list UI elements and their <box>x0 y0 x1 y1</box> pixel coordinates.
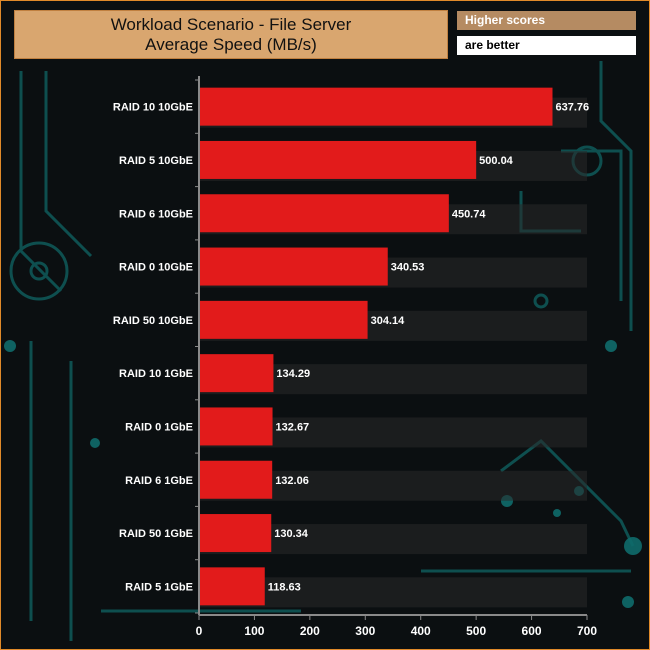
category-label: RAID 6 1GbE <box>125 475 193 487</box>
value-label: 450.74 <box>452 208 487 220</box>
chart-subtitle: Average Speed (MB/s) <box>145 34 317 54</box>
value-label: 304.14 <box>371 315 406 327</box>
category-label: RAID 10 1GbE <box>119 368 193 380</box>
bar <box>199 567 265 606</box>
axes: 0 100 200 300 400 500 600 700 <box>195 76 597 638</box>
value-label: 637.76 <box>556 102 590 114</box>
chart-title: Workload Scenario - File Server <box>110 14 352 34</box>
value-label: 132.06 <box>275 475 309 487</box>
x-tick-label: 0 <box>196 624 203 638</box>
higher-scores-badge: Higher scores <box>457 11 636 30</box>
category-label: RAID 5 1GbE <box>125 581 193 593</box>
bar <box>199 194 449 233</box>
x-tick-label: 600 <box>522 624 542 638</box>
bar <box>199 354 274 393</box>
value-label: 118.63 <box>268 581 301 593</box>
x-tick-label: 300 <box>355 624 375 638</box>
bar <box>199 140 477 179</box>
value-label: 132.67 <box>276 421 310 433</box>
category-label: RAID 10 10GbE <box>113 102 193 114</box>
bar <box>199 514 272 553</box>
bar <box>199 300 368 339</box>
x-tick-label: 700 <box>577 624 597 638</box>
bar <box>199 460 273 499</box>
category-label: RAID 5 10GbE <box>119 155 193 167</box>
x-tick-label: 100 <box>244 624 264 638</box>
category-label: RAID 6 10GbE <box>119 208 193 220</box>
x-tick-label: 500 <box>466 624 486 638</box>
category-label: RAID 50 10GbE <box>113 315 193 327</box>
bar <box>199 87 553 126</box>
chart-title-box: Workload Scenario - File Server Average … <box>14 10 448 59</box>
category-labels: RAID 10 10GbE RAID 5 10GbE RAID 6 10GbE RAI… <box>113 102 193 594</box>
bars <box>199 87 553 606</box>
are-better-badge: are better <box>457 36 636 55</box>
x-tick-label: 200 <box>300 624 320 638</box>
category-label: RAID 0 1GbE <box>125 421 193 433</box>
category-label: RAID 0 10GbE <box>119 262 193 274</box>
bar <box>199 407 273 446</box>
x-tick-label: 400 <box>411 624 431 638</box>
category-label: RAID 50 1GbE <box>119 528 193 540</box>
value-label: 340.53 <box>391 262 425 274</box>
value-label: 134.29 <box>276 368 310 380</box>
value-labels: 637.76 500.04 450.74 340.53 304.14 134.29 132.… <box>268 102 589 594</box>
value-label: 500.04 <box>479 155 514 167</box>
bar <box>199 247 388 286</box>
value-label: 130.34 <box>274 528 309 540</box>
